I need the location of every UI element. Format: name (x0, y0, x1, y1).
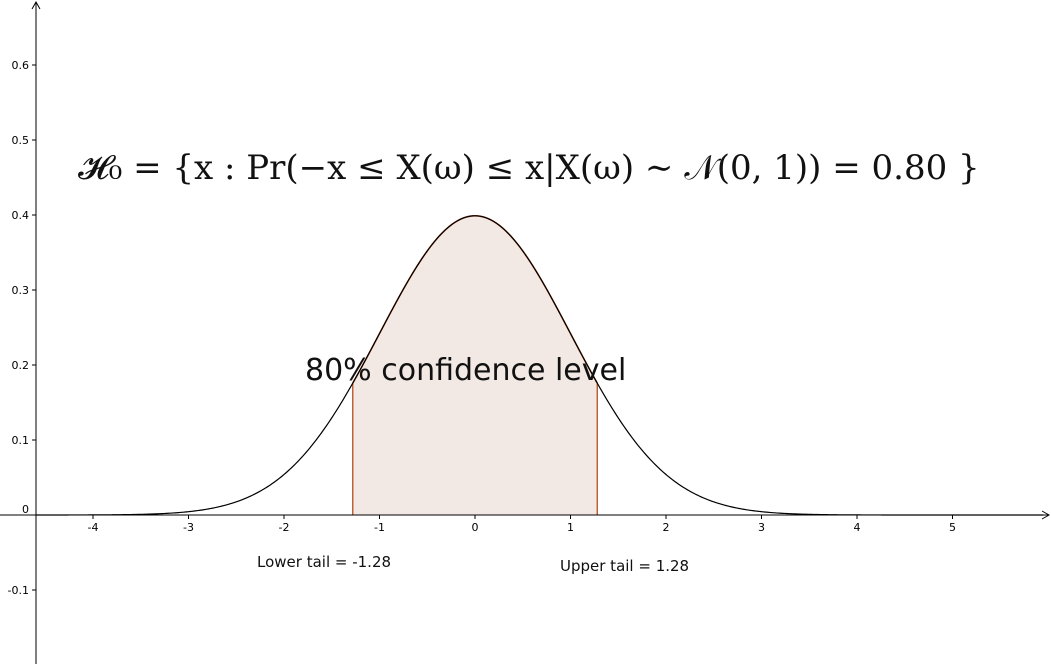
y-axis-arrow-icon (31, 0, 41, 10)
x-tick-label: 5 (949, 521, 956, 534)
y-tick-label: 0 (22, 503, 29, 516)
y-tick-label: 0.2 (12, 359, 30, 372)
x-axis-arrow-icon (1041, 510, 1051, 520)
x-tick-label: 0 (472, 521, 479, 534)
y-tick-label: -0.1 (8, 584, 29, 597)
x-tick-label: -3 (183, 521, 194, 534)
x-tick-label: -4 (88, 521, 99, 534)
x-tick-label: 1 (567, 521, 574, 534)
x-tick-label: -1 (374, 521, 385, 534)
x-tick-label: 3 (758, 521, 765, 534)
y-tick-label: 0.6 (12, 59, 30, 72)
normal-density-curve (35, 215, 1044, 516)
x-tick-label: -2 (279, 521, 290, 534)
y-tick-label: 0.5 (12, 134, 30, 147)
x-tick-label: 2 (663, 521, 670, 534)
lower-tail-label: Lower tail = -1.28 (257, 553, 391, 571)
y-tick-label: 0.3 (12, 284, 30, 297)
x-tick-label: 4 (854, 521, 861, 534)
y-tick-label: 0.4 (12, 209, 30, 222)
confidence-region (352, 215, 598, 516)
hypothesis-formula: 𝓗₀ = {x : Pr(−x ≤ X(ω) ≤ x|X(ω) ∼ 𝒩(0, 1… (78, 148, 980, 188)
confidence-level-label: 80% confidence level (305, 353, 626, 388)
y-tick-label: 0.1 (12, 434, 30, 447)
upper-tail-label: Upper tail = 1.28 (560, 557, 689, 575)
